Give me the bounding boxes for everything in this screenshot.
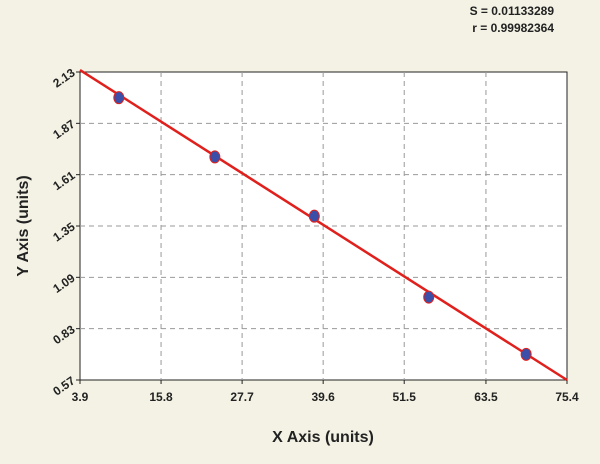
fit-line	[79, 68, 568, 382]
x-tick-label: 3.9	[72, 390, 89, 404]
x-tick-label: 51.5	[393, 390, 417, 404]
data-point	[520, 347, 532, 361]
x-tick-label: 39.6	[311, 390, 335, 404]
x-axis-label: X Axis (units)	[272, 429, 374, 446]
annotation: r = 0.99982364	[472, 21, 554, 35]
data-point	[308, 209, 320, 223]
data-point	[113, 91, 125, 105]
x-tick-label: 75.4	[555, 390, 579, 404]
annotation: S = 0.01133289	[470, 4, 555, 18]
data-point	[423, 290, 435, 304]
x-tick-label: 63.5	[474, 390, 498, 404]
y-axis-label: Y Axis (units)	[15, 175, 32, 276]
x-tick-label: 15.8	[149, 390, 173, 404]
x-tick-label: 27.7	[230, 390, 254, 404]
data-point	[209, 150, 221, 164]
